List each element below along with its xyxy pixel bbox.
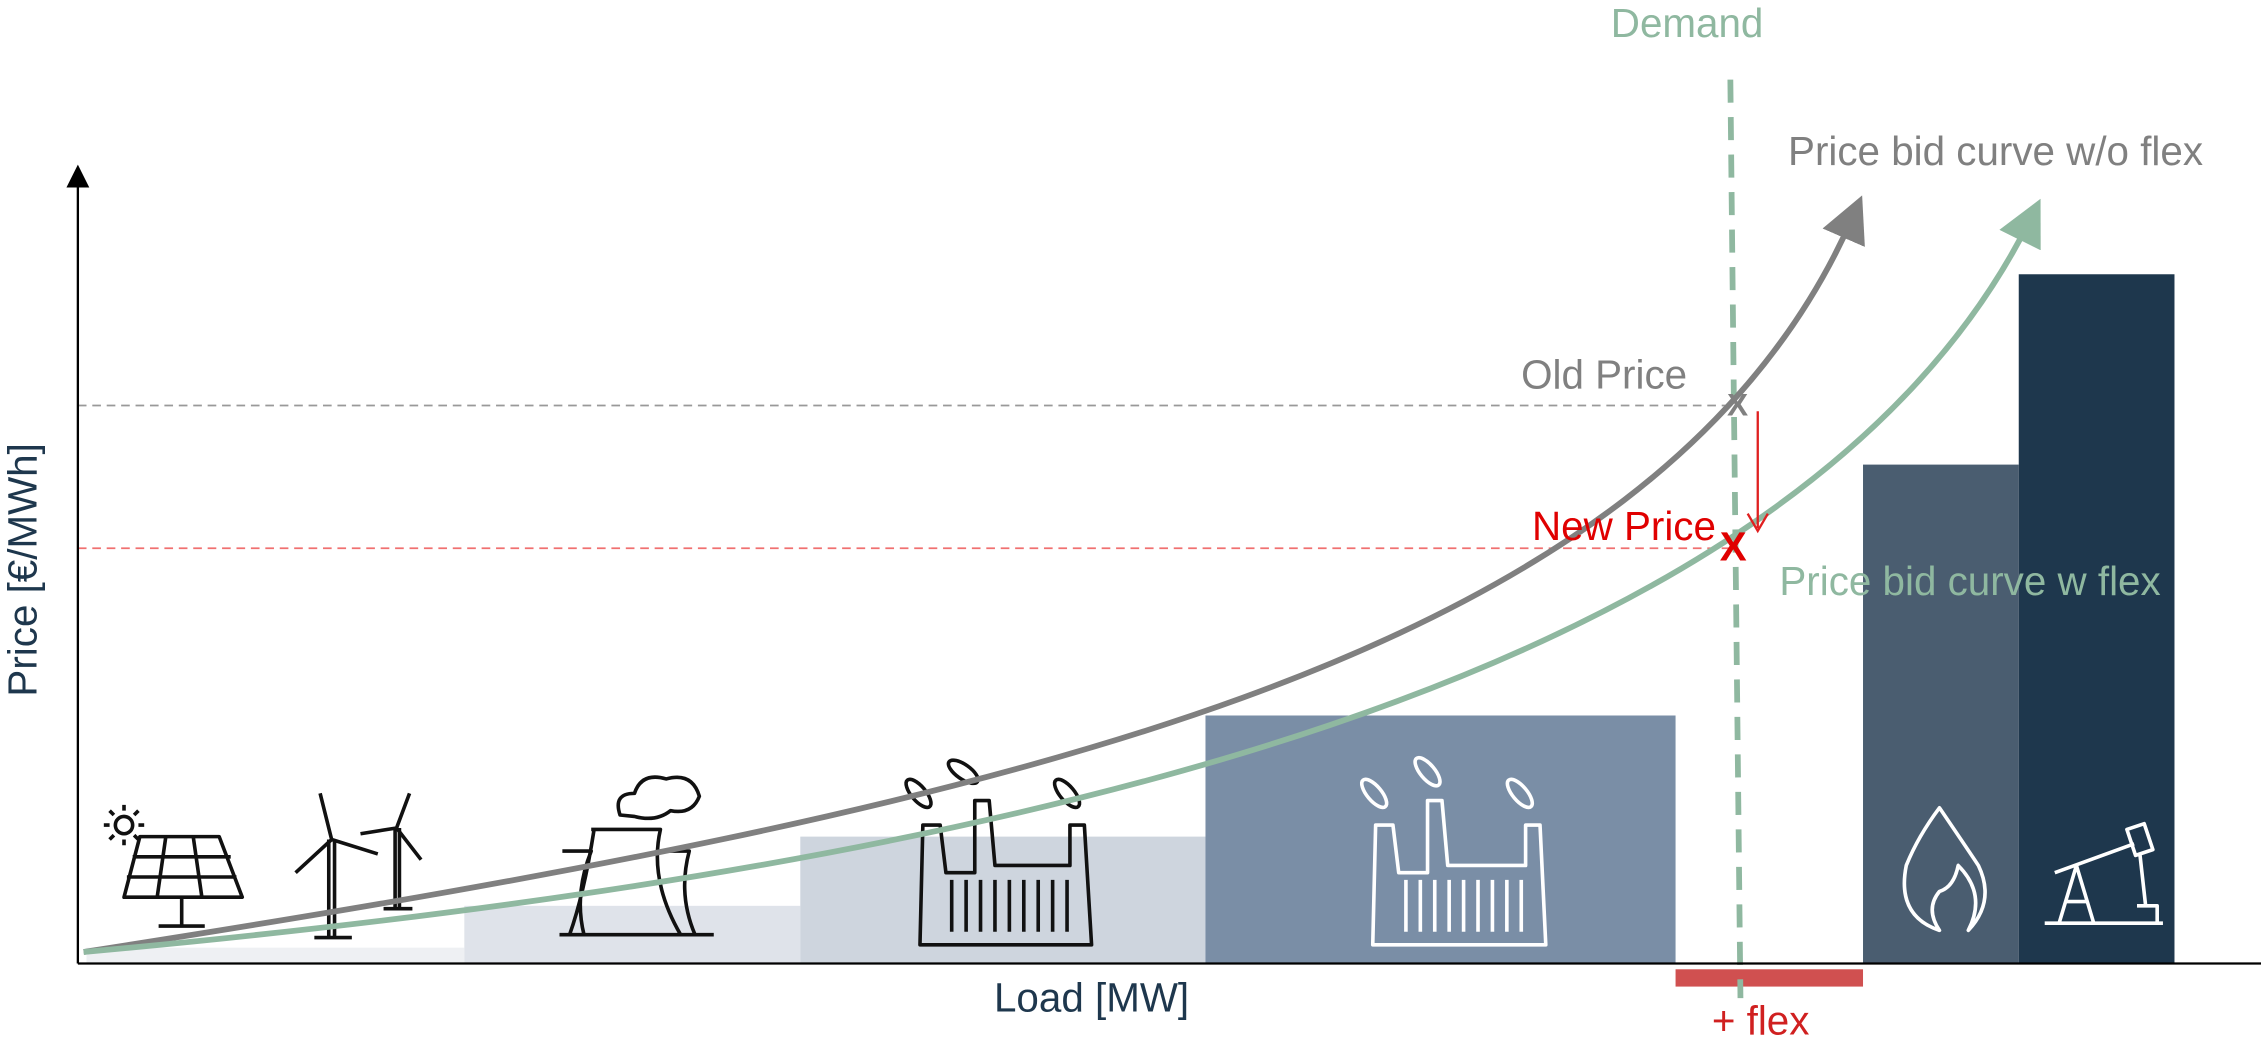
block-oil <box>2018 274 2175 964</box>
x-axis-label: Load [MW] <box>994 975 1189 1021</box>
block-renewables <box>86 947 465 964</box>
coal-icon <box>1359 755 1548 947</box>
solar-icon <box>103 804 245 928</box>
wind-icon <box>294 792 423 940</box>
new-price-label: New Price <box>1532 503 1716 549</box>
flex-bar <box>1675 969 1864 987</box>
curve-with-flex-label: Price bid curve w flex <box>1779 558 2160 604</box>
old-price-label: Old Price <box>1521 352 1687 398</box>
block-gas <box>1863 464 2019 964</box>
oil-icon <box>2044 821 2163 925</box>
curve-without-flex-label: Price bid curve w/o flex <box>1788 128 2203 174</box>
flex-label: + flex <box>1712 998 1810 1044</box>
curve-without-flex <box>83 195 1865 955</box>
y-axis-label: Price [€/MWh] <box>0 443 46 696</box>
demand-label: Demand <box>1611 0 1764 46</box>
old-price-marker: X <box>1727 386 1748 422</box>
price-drop-arrow <box>1746 411 1769 534</box>
block-lignite <box>800 836 1206 964</box>
lignite-icon <box>904 758 1094 947</box>
nuclear-icon <box>559 775 714 937</box>
block-coal <box>1205 715 1676 964</box>
demand-line <box>1727 79 1744 999</box>
gas-icon <box>1902 805 1987 933</box>
curve-with-flex <box>83 198 2041 955</box>
new-price-marker: X <box>1720 523 1747 569</box>
